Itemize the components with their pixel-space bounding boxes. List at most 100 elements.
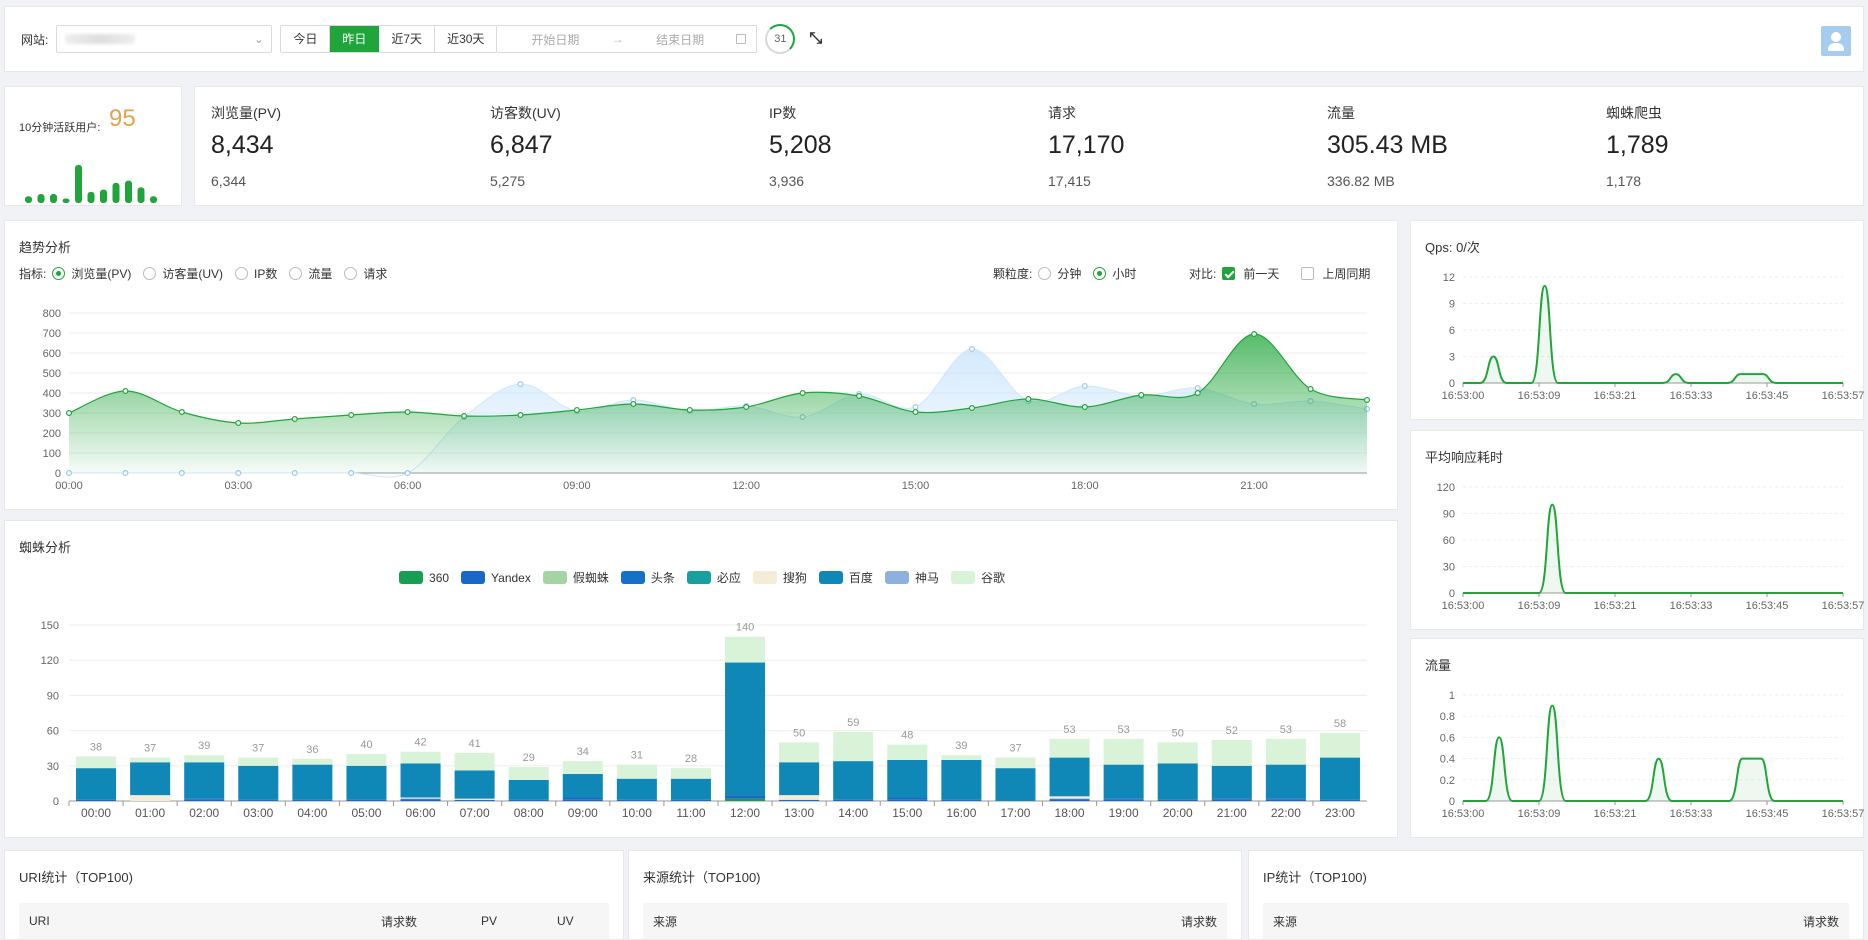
data-label: 59	[847, 717, 859, 729]
stat-traffic: 流量 305.43 MB 336.82 MB	[1311, 87, 1581, 207]
column-header[interactable]: 请求数	[381, 914, 418, 929]
compare-last-week-checkbox[interactable]: 上周同期	[1301, 265, 1370, 282]
range-today-button[interactable]: 今日	[281, 26, 331, 52]
metric-traffic-radio[interactable]: 流量	[289, 265, 332, 282]
bar-segment	[941, 799, 982, 801]
legend-item[interactable]: 神马	[884, 569, 939, 586]
column-header[interactable]: 请求数	[1802, 914, 1839, 929]
bar-segment	[1103, 798, 1144, 800]
refresh-countdown-value: 31	[774, 33, 787, 45]
stat-previous: 5,275	[490, 173, 526, 189]
range-30days-button[interactable]: 近30天	[435, 26, 497, 52]
legend-item[interactable]: 搜狗	[752, 569, 807, 586]
range-yesterday-button[interactable]: 昨日	[330, 26, 380, 52]
fullscreen-icon[interactable]: ⤡	[809, 30, 823, 47]
legend-swatch	[818, 571, 843, 584]
legend-swatch	[752, 571, 777, 584]
bar-segment	[616, 778, 657, 800]
column-header[interactable]: 来源	[653, 914, 678, 929]
active-bar	[62, 198, 70, 203]
site-select[interactable]: ⌄	[56, 25, 273, 53]
compare-previous-day-checkbox[interactable]: 前一天	[1222, 265, 1279, 282]
column-header[interactable]: UV	[557, 914, 574, 928]
granularity-label: 颗粒度:	[993, 267, 1033, 281]
bar-segment	[995, 757, 1036, 769]
x-tick-label: 16:53:21	[1594, 808, 1637, 820]
data-point	[912, 409, 919, 416]
column-header[interactable]: 请求数	[1180, 914, 1217, 929]
x-tick-label: 16:53:09	[1518, 808, 1561, 820]
bar-segment	[725, 662, 766, 796]
legend-item[interactable]: 谷歌	[950, 569, 1005, 586]
stat-value: 6,847	[490, 131, 553, 159]
data-point	[1025, 396, 1032, 403]
data-label: 37	[252, 743, 264, 755]
legend-item[interactable]: 假蜘蛛	[542, 569, 609, 586]
x-tick-label: 13:00	[784, 806, 814, 820]
granularity-hour-radio[interactable]: 小时	[1093, 265, 1136, 282]
arrow-right-icon: →	[611, 32, 624, 46]
column-header[interactable]: PV	[481, 914, 498, 928]
data-label: 41	[469, 738, 481, 750]
bar-segment	[1211, 799, 1252, 801]
spider-chart: 0 30 60 90 120 150 38 00:00 37 01:00 39 02:00 37 03:0…	[41, 620, 1367, 820]
metric-requests-radio[interactable]: 请求	[344, 265, 387, 282]
refresh-countdown[interactable]: 31	[765, 24, 796, 54]
column-header[interactable]: 来源	[1273, 914, 1298, 929]
data-point	[1194, 385, 1201, 392]
legend-item[interactable]: 360	[399, 569, 449, 586]
end-date-input[interactable]: 结束日期	[656, 32, 705, 47]
legend-item[interactable]: 头条	[620, 569, 675, 586]
bar-segment	[454, 798, 495, 800]
granularity-minute-radio[interactable]: 分钟	[1038, 265, 1081, 282]
legend-item[interactable]: Yandex	[461, 569, 531, 586]
response-time-title: 平均响应耗时	[1425, 450, 1504, 465]
bar-segment	[887, 797, 928, 800]
user-avatar-icon[interactable]	[1821, 26, 1851, 56]
bar-segment	[941, 755, 982, 760]
data-point	[404, 409, 411, 416]
metric-pv-radio[interactable]: 浏览量(PV)	[52, 265, 131, 282]
bar-segment	[238, 765, 279, 800]
x-tick-label: 15:00	[892, 806, 922, 820]
data-label: 48	[901, 730, 913, 742]
legend-swatch	[461, 571, 486, 584]
bar-segment	[400, 799, 441, 801]
y-tick-label: 90	[1443, 509, 1455, 521]
stat-requests: 请求 17,170 17,415	[1032, 87, 1302, 207]
start-date-input[interactable]: 开始日期	[531, 32, 580, 47]
legend-label: 必应	[716, 571, 741, 585]
metric-uv-radio[interactable]: 访客量(UV)	[143, 265, 223, 282]
data-point	[743, 404, 750, 411]
source-stats-card: 来源统计（TOP100) 来源 请求数	[628, 850, 1242, 940]
legend-item[interactable]: 百度	[818, 569, 873, 586]
y-tick-label: 0	[55, 468, 61, 480]
bar-segment	[616, 799, 657, 801]
y-tick-label: 300	[43, 408, 61, 420]
metric-ip-radio[interactable]: IP数	[235, 265, 277, 282]
x-tick-label: 16:53:57	[1822, 600, 1865, 612]
column-header[interactable]: URI	[29, 914, 50, 928]
x-tick-label: 03:00	[225, 480, 253, 492]
active-bar	[112, 182, 120, 203]
data-label: 39	[955, 740, 967, 752]
stat-name: 浏览量(PV)	[211, 105, 281, 121]
series-area	[1463, 504, 1843, 593]
date-range-picker[interactable]: 开始日期 → 结束日期	[497, 25, 758, 53]
y-tick-label: 60	[47, 726, 59, 738]
bar-segment	[400, 798, 441, 800]
x-tick-label: 16:53:57	[1822, 808, 1865, 820]
trend-chart: 0 100 200 300 400 500 600 700 800 00:00 03:00 06:00…	[43, 308, 1370, 492]
y-tick-label: 0	[1449, 588, 1455, 600]
response-time-card: 平均响应耗时 0 30 60 90 120 16:53:00 16:53:09 16:53:2…	[1410, 430, 1864, 630]
active-bar	[125, 180, 132, 203]
bar-segment	[130, 762, 171, 796]
chevron-down-icon: ⌄	[254, 33, 264, 46]
y-tick-label: 120	[1437, 482, 1455, 494]
legend-item[interactable]: 必应	[686, 569, 741, 586]
range-7days-button[interactable]: 近7天	[379, 26, 436, 52]
stat-previous: 6,344	[211, 173, 247, 189]
data-label: 53	[1063, 724, 1075, 736]
x-tick-label: 16:53:00	[1442, 600, 1485, 612]
data-label: 29	[523, 752, 535, 764]
